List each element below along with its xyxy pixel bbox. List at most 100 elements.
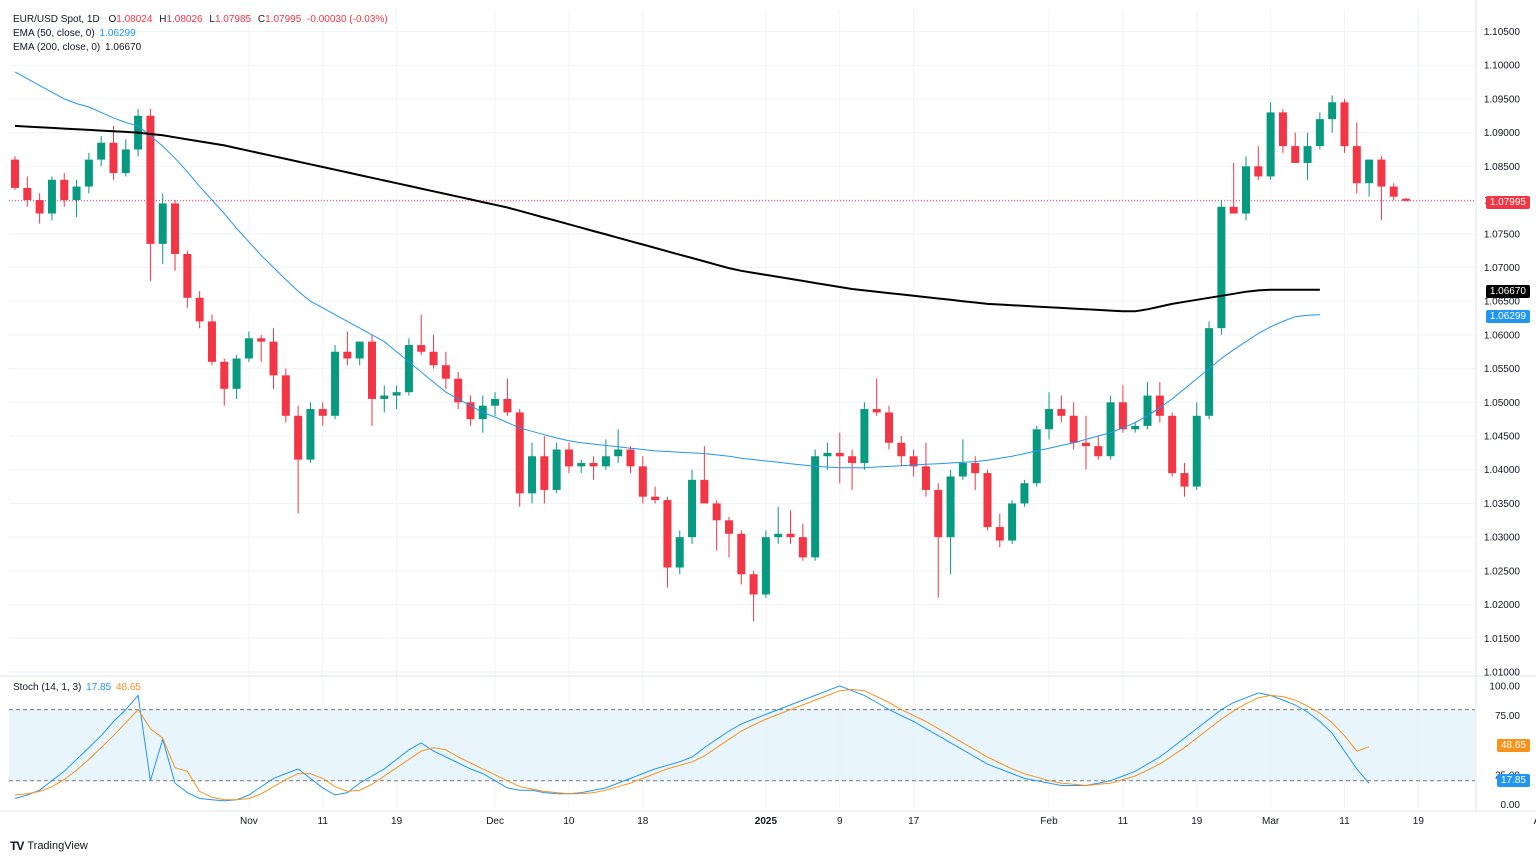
candle: [1131, 422, 1140, 433]
candle: [761, 530, 770, 598]
candle: [195, 291, 204, 329]
candle-body: [995, 527, 1004, 541]
candle: [540, 436, 549, 504]
candle: [614, 429, 623, 463]
stoch-tick-label: 100.00: [1489, 681, 1520, 692]
stoch-k-value: 17.85: [86, 682, 112, 693]
candle: [1045, 392, 1054, 440]
candle-body: [601, 456, 610, 467]
ema50-line: [14, 71, 1320, 469]
candle: [700, 446, 709, 504]
candle: [626, 446, 635, 474]
candle: [491, 392, 500, 416]
candle: [848, 449, 857, 490]
candle-body: [380, 395, 389, 399]
time-tick-label: 2025: [755, 816, 778, 827]
candle: [946, 469, 955, 575]
price-tick-label: 1.02500: [1484, 566, 1521, 577]
candle: [454, 371, 463, 410]
candle: [146, 109, 155, 281]
candle-body: [1266, 112, 1275, 177]
candle-body: [921, 466, 930, 490]
candle-body: [552, 449, 561, 490]
high-label: H: [159, 14, 167, 25]
candle-body: [885, 412, 894, 443]
candle: [872, 378, 881, 416]
candle: [589, 456, 598, 480]
candle: [1389, 183, 1398, 201]
candle-body: [872, 409, 881, 413]
candle-body: [958, 462, 967, 477]
grid: [9, 10, 1475, 808]
legend-price: EUR/USD Spot, 1D O1.08024 H1.08026 L1.07…: [13, 13, 388, 26]
candle-body: [1192, 415, 1201, 487]
candle: [1069, 402, 1078, 450]
price-tick-label: 1.08500: [1484, 162, 1521, 173]
candle: [934, 483, 943, 598]
time-tick-label: 19: [1413, 816, 1425, 827]
candle: [995, 513, 1004, 548]
candle-body: [798, 537, 807, 558]
candle: [343, 331, 352, 366]
candle: [675, 530, 684, 575]
candle-body: [712, 503, 721, 521]
candle: [601, 439, 610, 470]
time-tick-label: Feb: [1040, 816, 1058, 827]
candle: [1315, 112, 1324, 150]
candle: [429, 334, 438, 369]
candle: [811, 449, 820, 561]
change-value: -0.00030 (-0.03%): [307, 14, 388, 25]
candle-body: [737, 533, 746, 575]
candle: [97, 135, 106, 167]
close-label: C: [257, 14, 266, 25]
candle: [281, 368, 290, 423]
candle: [1365, 159, 1374, 197]
price-tick-label: 1.04000: [1484, 465, 1521, 476]
candle-body: [1131, 425, 1140, 430]
candle-body: [934, 489, 943, 538]
candle-body: [1217, 206, 1226, 329]
candle: [1180, 462, 1189, 497]
candle: [257, 334, 266, 362]
candle-body: [367, 341, 376, 399]
candle: [109, 125, 118, 180]
candle-body: [774, 533, 783, 538]
price-tick-label: 1.09000: [1484, 128, 1521, 139]
candle-body: [1081, 442, 1090, 447]
candle-body: [318, 409, 327, 416]
candle-body: [220, 361, 229, 389]
ema200-label: EMA (200, close, 0): [13, 42, 101, 53]
price-tick-label: 1.10000: [1484, 61, 1521, 72]
candle-body: [109, 142, 118, 174]
candle-body: [971, 462, 980, 474]
candle-body: [651, 496, 660, 501]
candle: [1242, 156, 1250, 221]
candle: [207, 314, 216, 366]
candle: [121, 139, 130, 177]
candle-body: [47, 179, 56, 214]
legend-symbol: EUR/USD Spot, 1D: [13, 14, 100, 25]
candle-body: [1118, 402, 1127, 430]
candle-body: [1229, 206, 1238, 214]
price-tick-label: 1.03000: [1484, 533, 1521, 544]
candle-body: [232, 358, 241, 389]
candle-body: [1303, 146, 1312, 163]
candle: [220, 358, 229, 406]
candle-body: [331, 351, 340, 416]
tradingview-brand[interactable]: TV TradingView: [10, 839, 88, 853]
candle: [417, 314, 426, 356]
candle-body: [207, 321, 216, 362]
candle-body: [355, 341, 364, 359]
time-tick-label: 11: [1339, 816, 1350, 827]
candle: [404, 338, 413, 396]
stoch-band: [9, 709, 1475, 782]
candle-body: [35, 200, 44, 214]
price-tick-label: 1.07500: [1484, 229, 1521, 240]
candle-body: [1205, 328, 1214, 416]
open-value: 1.08024: [116, 14, 153, 25]
candles[interactable]: [11, 95, 1411, 622]
candle-body: [11, 159, 19, 188]
candle-body: [761, 537, 770, 595]
candle: [897, 436, 906, 467]
